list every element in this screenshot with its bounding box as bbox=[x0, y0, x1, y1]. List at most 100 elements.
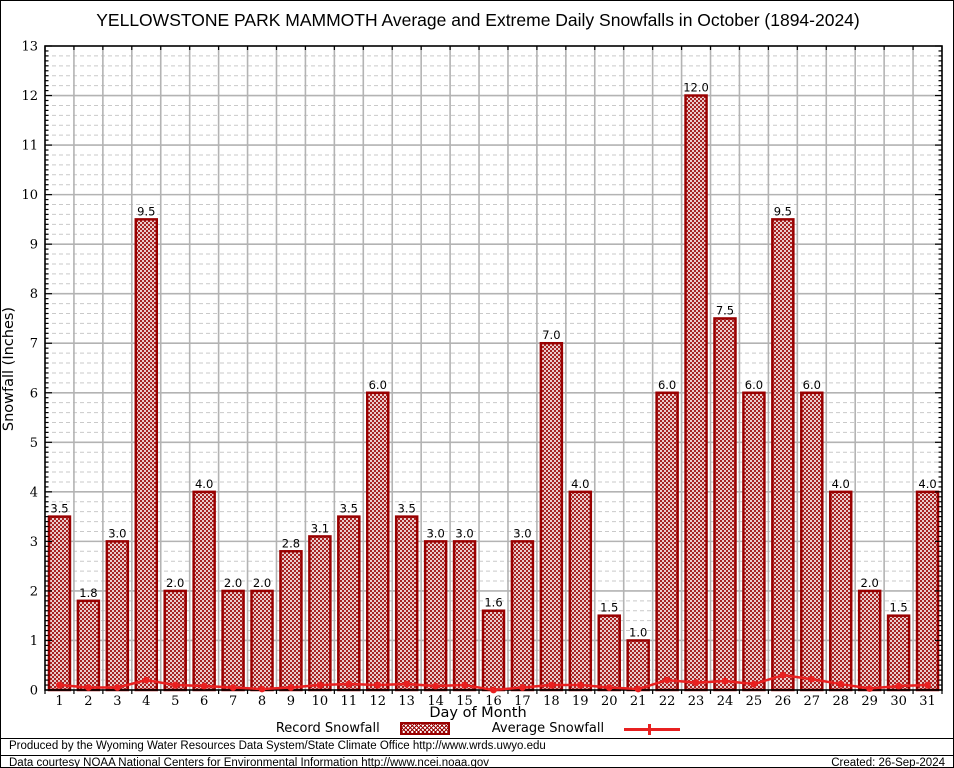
x-tick-label: 28 bbox=[832, 694, 849, 709]
average-snowfall-point bbox=[258, 685, 266, 693]
bar-value-label: 3.0 bbox=[426, 526, 444, 540]
bar-value-label: 3.0 bbox=[455, 526, 473, 540]
x-tick-label: 20 bbox=[601, 694, 618, 709]
x-tick-label: 27 bbox=[804, 694, 821, 709]
bar-value-label: 3.0 bbox=[108, 526, 126, 540]
average-snowfall-point bbox=[85, 684, 92, 691]
record-snowfall-swatch-icon bbox=[399, 722, 450, 735]
x-tick-label: 12 bbox=[369, 694, 386, 709]
record-snowfall-bar bbox=[76, 599, 101, 692]
bar-value-label: 1.5 bbox=[889, 601, 907, 615]
record-snowfall-bar bbox=[713, 317, 737, 692]
bar-value-label: 7.5 bbox=[716, 303, 734, 317]
x-tick-label: 14 bbox=[427, 694, 444, 709]
average-snowfall-point bbox=[171, 681, 179, 689]
bar-value-label: 3.5 bbox=[50, 502, 68, 516]
record-snowfall-bar bbox=[481, 609, 506, 692]
average-snowfall-point bbox=[837, 680, 845, 688]
x-axis-label: Day of Month bbox=[429, 705, 527, 721]
bar-value-label: 1.8 bbox=[79, 586, 97, 600]
average-snowfall-point bbox=[519, 684, 526, 691]
bar-value-label: 2.0 bbox=[224, 576, 242, 590]
y-tick-label: 4 bbox=[30, 485, 38, 500]
record-snowfall-bar bbox=[366, 391, 390, 692]
bar-value-label: 4.0 bbox=[918, 477, 936, 491]
x-tick-label: 16 bbox=[485, 694, 502, 709]
bar-value-label: 6.0 bbox=[369, 378, 387, 392]
bar-value-label: 4.0 bbox=[195, 477, 213, 491]
average-snowfall-point bbox=[750, 680, 758, 688]
footer-data-courtesy: Data courtesy NOAA National Centers for … bbox=[9, 757, 490, 768]
x-tick-label: 8 bbox=[258, 694, 266, 709]
y-tick-label: 6 bbox=[30, 386, 38, 401]
y-tick-label: 1 bbox=[30, 634, 38, 649]
footer-divider-2 bbox=[1, 755, 953, 756]
bar-value-label: 2.0 bbox=[861, 576, 879, 590]
x-tick-label: 4 bbox=[142, 694, 150, 709]
x-tick-label: 1 bbox=[55, 694, 63, 709]
record-snowfall-bar bbox=[250, 589, 274, 692]
record-snowfall-bar bbox=[539, 341, 564, 692]
x-tick-label: 10 bbox=[312, 694, 329, 709]
record-snowfall-bar bbox=[47, 515, 72, 692]
record-snowfall-bar bbox=[800, 391, 824, 692]
bar-value-label: 3.1 bbox=[311, 521, 329, 535]
bar-value-label: 6.0 bbox=[658, 378, 676, 392]
average-snowfall-point bbox=[461, 681, 468, 689]
average-snowfall-point bbox=[229, 684, 237, 691]
y-tick-label: 10 bbox=[21, 188, 38, 203]
y-tick-label: 0 bbox=[30, 684, 38, 699]
record-snowfall-bar bbox=[915, 490, 940, 692]
x-tick-label: 29 bbox=[861, 694, 878, 709]
footer-produced-by: Produced by the Wyoming Water Resources … bbox=[9, 740, 546, 752]
x-tick-label: 15 bbox=[456, 694, 473, 709]
average-snowfall-point bbox=[316, 681, 324, 689]
average-snowfall-point bbox=[779, 671, 787, 679]
y-tick-label: 8 bbox=[30, 287, 38, 302]
average-snowfall-point bbox=[605, 684, 613, 691]
average-snowfall-point bbox=[895, 682, 902, 690]
bar-value-label: 6.0 bbox=[803, 378, 821, 392]
record-snowfall-bar bbox=[452, 540, 477, 692]
bar-value-label: 2.0 bbox=[166, 576, 184, 590]
x-tick-label: 23 bbox=[688, 694, 705, 709]
record-snowfall-bar bbox=[857, 589, 882, 692]
average-snowfall-point bbox=[142, 676, 150, 684]
record-snowfall-bar bbox=[626, 639, 650, 692]
record-snowfall-bar bbox=[423, 540, 448, 692]
record-snowfall-bar bbox=[742, 391, 766, 692]
bar-value-label: 1.6 bbox=[484, 596, 502, 610]
bar-value-label: 3.5 bbox=[340, 502, 358, 516]
x-tick-label: 13 bbox=[398, 694, 415, 709]
x-tick-label: 7 bbox=[229, 694, 237, 709]
average-snowfall-swatch-icon bbox=[624, 723, 681, 735]
bar-value-label: 12.0 bbox=[683, 81, 709, 95]
y-tick-label: 5 bbox=[30, 436, 38, 451]
footer-divider-1 bbox=[1, 738, 953, 739]
average-snowfall-point bbox=[808, 675, 816, 683]
record-snowfall-bar bbox=[192, 490, 216, 692]
legend-record-label: Record Snowfall bbox=[275, 721, 380, 736]
record-snowfall-bar bbox=[510, 540, 535, 692]
y-tick-label: 9 bbox=[30, 238, 38, 253]
bar-value-label: 7.0 bbox=[542, 328, 560, 342]
x-tick-label: 21 bbox=[630, 694, 647, 709]
average-snowfall-point bbox=[374, 681, 382, 689]
bar-value-label: 2.8 bbox=[282, 536, 300, 550]
bar-value-label: 2.0 bbox=[253, 576, 271, 590]
record-snowfall-bar bbox=[105, 540, 130, 692]
x-tick-label: 6 bbox=[200, 694, 208, 709]
y-tick-label: 11 bbox=[21, 139, 38, 154]
bar-value-label: 1.5 bbox=[600, 601, 618, 615]
bar-value-label: 9.5 bbox=[137, 204, 155, 218]
created-date: Created: 26-Sep-2024 bbox=[831, 757, 945, 768]
record-snowfall-bar bbox=[568, 490, 593, 692]
average-snowfall-point bbox=[634, 685, 642, 693]
record-snowfall-bar bbox=[134, 218, 159, 692]
bar-value-label: 4.0 bbox=[571, 477, 589, 491]
x-tick-label: 19 bbox=[572, 694, 589, 709]
x-tick-label: 24 bbox=[717, 694, 734, 709]
record-snowfall-bar bbox=[684, 94, 708, 692]
y-tick-label: 2 bbox=[30, 584, 38, 599]
average-snowfall-point bbox=[432, 682, 440, 690]
